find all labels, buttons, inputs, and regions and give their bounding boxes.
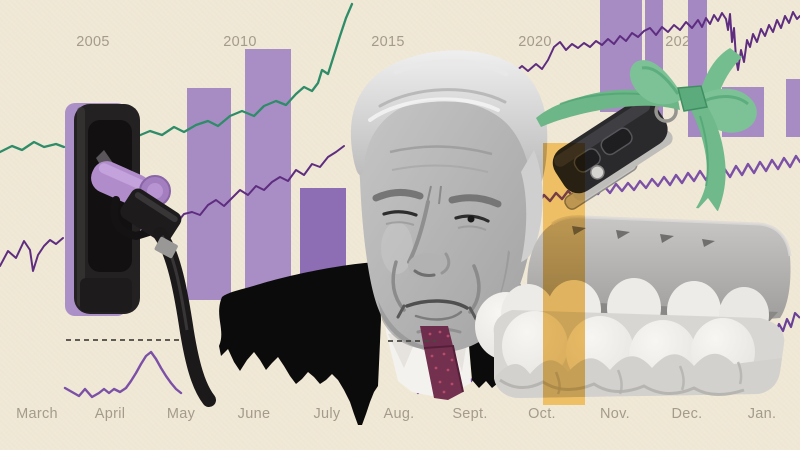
axis-label-month: June	[237, 406, 271, 422]
suit-left	[219, 262, 381, 425]
axis-label-month: Aug.	[383, 406, 415, 422]
axis-label-month: July	[313, 406, 341, 422]
chart-bar	[786, 79, 800, 137]
green-market-line	[0, 2, 354, 154]
hair	[350, 50, 548, 199]
axis-label-year: 2020	[518, 34, 552, 50]
axis-label-year: 2015	[371, 34, 405, 50]
axis-label-month: Nov.	[600, 406, 630, 422]
trump-portrait	[219, 50, 548, 425]
axis-label-year: 2005	[76, 34, 110, 50]
gold-highlight-bar	[543, 143, 585, 405]
axis-label-year: 2010	[223, 34, 257, 50]
axis-label-month: Dec.	[671, 406, 703, 422]
axis-label-month: March	[16, 406, 58, 422]
chart-bar	[245, 49, 291, 290]
tie	[420, 326, 464, 400]
axis-label-month: Jan.	[747, 406, 777, 422]
axis-label-month: April	[94, 406, 126, 422]
axis-label-month: Sept.	[452, 406, 488, 422]
axis-label-month: Oct.	[528, 406, 556, 422]
chart-bar	[187, 88, 231, 300]
axis-label-month: May	[166, 406, 196, 422]
gas-pump	[74, 104, 216, 407]
